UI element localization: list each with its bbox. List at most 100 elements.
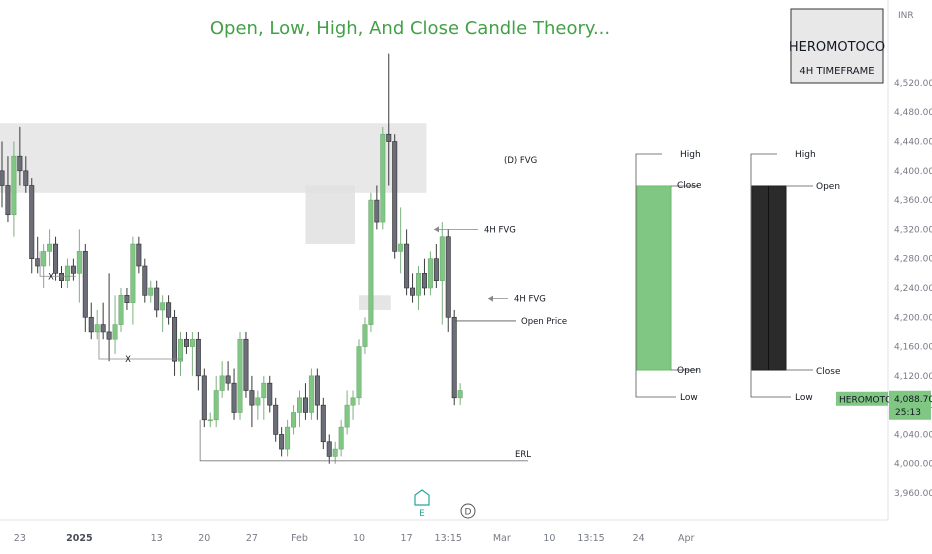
candle xyxy=(225,361,231,391)
candle xyxy=(160,295,166,332)
candle xyxy=(261,375,267,420)
candle xyxy=(112,295,118,354)
candle xyxy=(64,258,70,288)
legend-label-high: High xyxy=(680,150,701,160)
candle xyxy=(148,280,154,303)
candle-body xyxy=(118,295,124,325)
candle xyxy=(41,244,47,288)
candle-body xyxy=(273,404,279,435)
arrow-head xyxy=(434,226,439,233)
candle xyxy=(219,361,225,398)
price-tick-label: 4,120.00 xyxy=(894,372,932,382)
symbol-box-name: HEROMOTOCO xyxy=(789,40,885,55)
candle-body xyxy=(285,426,291,450)
candle xyxy=(308,368,314,420)
candle-body xyxy=(35,258,41,267)
candle-body xyxy=(279,434,285,450)
symbol-price-tag-label: HEROMOTOCO xyxy=(839,395,906,405)
legend-label-open: Open xyxy=(816,182,840,192)
currency-label: INR xyxy=(898,11,914,21)
time-tick-label: 13:15 xyxy=(435,533,462,544)
candle-body xyxy=(308,375,314,413)
candle-body xyxy=(166,302,172,318)
time-tick-label: 20 xyxy=(198,533,210,544)
price-tick-label: 4,360.00 xyxy=(894,196,932,206)
dividend-marker[interactable]: D xyxy=(460,503,476,519)
time-tick-label: 10 xyxy=(353,533,365,544)
legend-bullish-candle: High Low Close Open xyxy=(635,150,702,403)
candle-body xyxy=(261,382,267,399)
legend-body xyxy=(636,185,672,371)
candle xyxy=(291,405,297,435)
open-price-label: Open Price xyxy=(521,317,567,327)
candle-body xyxy=(53,243,59,274)
candle-body xyxy=(267,382,273,406)
candle xyxy=(344,390,350,435)
candle xyxy=(70,258,76,281)
candle-body xyxy=(70,265,76,274)
candle xyxy=(279,427,285,457)
candle xyxy=(410,273,416,303)
candle-body xyxy=(219,375,225,391)
candle xyxy=(326,434,332,464)
dividend-marker-label: D xyxy=(465,508,472,518)
earnings-marker[interactable]: E xyxy=(414,489,430,519)
candle-body xyxy=(172,316,178,362)
candle xyxy=(5,156,11,223)
candle-body xyxy=(142,265,148,296)
candle xyxy=(201,368,207,428)
symbol-info-box: HEROMOTOCO 4H TIMEFRAME xyxy=(789,8,885,84)
candle-body xyxy=(154,287,160,311)
price-tick-label: 4,240.00 xyxy=(894,284,932,294)
price-tick-label: 4,400.00 xyxy=(894,167,932,177)
candle xyxy=(88,302,94,340)
candle xyxy=(255,390,261,420)
x-marker-label: X xyxy=(48,272,54,282)
candle-body xyxy=(439,236,445,281)
legend-label-open: Open xyxy=(677,366,701,376)
candle xyxy=(23,156,29,193)
candle-body xyxy=(41,251,47,267)
candle xyxy=(35,236,41,274)
candle-body xyxy=(213,390,219,421)
legend-label-low: Low xyxy=(795,393,813,403)
price-axis[interactable]: INR3,960.004,000.004,040.004,080.004,120… xyxy=(836,0,932,520)
symbol-box-timeframe: 4H TIMEFRAME xyxy=(799,66,874,77)
candle xyxy=(404,229,410,296)
legend-candles: High Low Close Open High Low Open Close xyxy=(635,150,841,403)
candle-body xyxy=(106,331,112,340)
candle xyxy=(320,397,326,450)
candle-body xyxy=(326,441,332,457)
candle xyxy=(172,309,178,376)
candle xyxy=(130,236,136,325)
candle xyxy=(243,331,249,398)
candle xyxy=(94,309,100,340)
time-axis[interactable]: 23 2025 13 20 27 Feb 10 17 13:15 Mar 10 13:15 24 Apr xyxy=(0,519,888,544)
candle-body xyxy=(243,338,249,391)
time-tick-label: 27 xyxy=(246,533,258,544)
fvg-zone xyxy=(0,123,427,193)
candle xyxy=(124,287,130,310)
candle xyxy=(213,375,219,428)
candle xyxy=(356,339,362,406)
candle-body xyxy=(332,448,338,457)
candle xyxy=(142,258,148,303)
candle xyxy=(17,126,23,186)
candle-body xyxy=(237,338,243,413)
legend-label-low: Low xyxy=(680,393,698,403)
candle xyxy=(249,375,255,428)
legend-wick xyxy=(750,153,791,398)
legend-wick xyxy=(635,153,676,398)
candle-body xyxy=(17,155,23,172)
candle-body xyxy=(189,338,195,347)
candle xyxy=(451,309,457,406)
time-tick-label: 2025 xyxy=(66,533,92,544)
time-tick-label: Feb xyxy=(291,533,308,544)
candle xyxy=(237,331,243,420)
fvg-zone xyxy=(359,295,391,310)
candle-body xyxy=(380,133,386,223)
candle-body xyxy=(314,375,320,406)
candle-body xyxy=(148,287,154,296)
